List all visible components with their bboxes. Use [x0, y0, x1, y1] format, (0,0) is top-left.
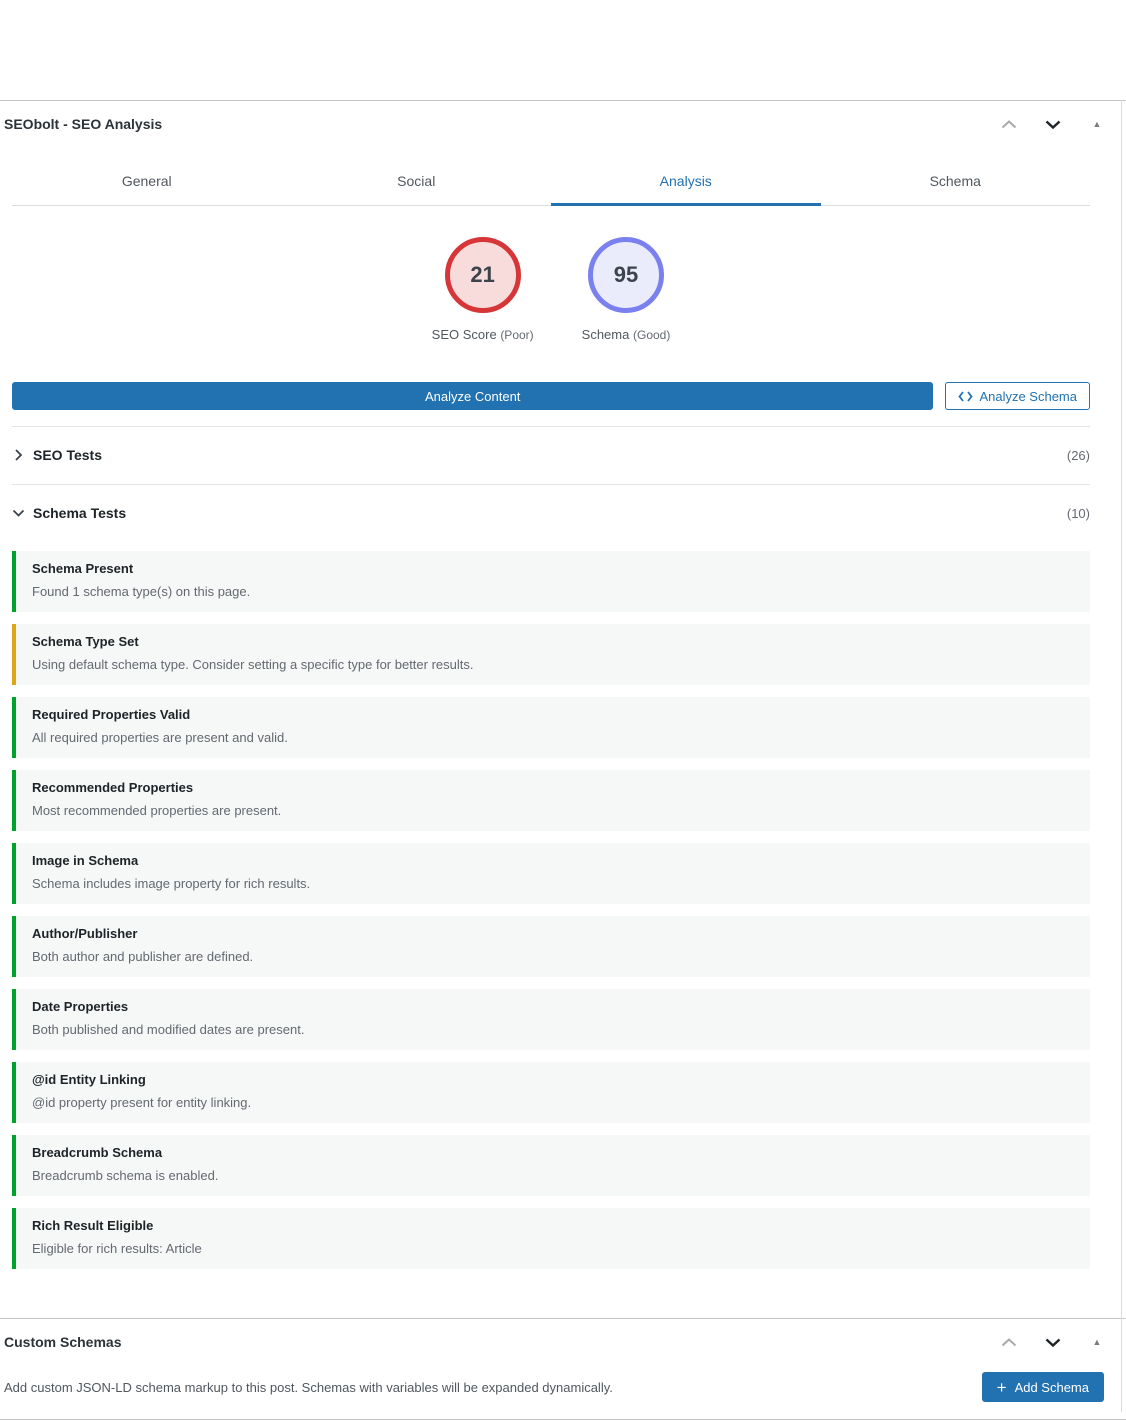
move-down-icon[interactable] — [1038, 114, 1068, 134]
test-description: Both published and modified dates are pr… — [32, 1022, 305, 1037]
move-up-icon[interactable] — [994, 114, 1024, 134]
test-title: Breadcrumb Schema — [32, 1145, 163, 1160]
toggle-panel-icon[interactable]: ▲ — [1082, 114, 1112, 134]
test-result-item: Image in Schema Schema includes image pr… — [12, 843, 1090, 904]
test-result-item: Author/Publisher Both author and publish… — [12, 916, 1090, 977]
score-rating: (Good) — [632, 328, 671, 342]
chevron-down-icon — [12, 509, 25, 517]
custom-schemas-header: Custom Schemas ▲ — [0, 1319, 1126, 1363]
custom-schemas-body: Add custom JSON-LD schema markup to this… — [4, 1372, 1104, 1419]
tab-social[interactable]: Social — [397, 173, 436, 189]
test-title: Date Properties — [32, 999, 129, 1014]
test-description: Most recommended properties are present. — [32, 803, 282, 818]
test-result-item: Breadcrumb Schema Breadcrumb schema is e… — [12, 1135, 1090, 1196]
test-result-item: Recommended Properties Most recommended … — [12, 770, 1090, 831]
test-title: Author/Publisher — [32, 926, 138, 941]
plus-icon: + — [996, 1377, 1007, 1397]
section-count: (26) — [1066, 447, 1090, 463]
test-title: @id Entity Linking — [32, 1072, 146, 1087]
test-result-item: Date Properties Both published and modif… — [12, 989, 1090, 1050]
test-title: Rich Result Eligible — [32, 1218, 154, 1233]
test-description: Found 1 schema type(s) on this page. — [32, 584, 251, 599]
custom-schemas-description: Add custom JSON-LD schema markup to this… — [4, 1379, 613, 1395]
move-down-icon[interactable] — [1038, 1332, 1068, 1352]
toggle-panel-icon[interactable]: ▲ — [1082, 1332, 1112, 1352]
seo-metabox-header: SEObolt - SEO Analysis ▲ — [0, 101, 1126, 145]
test-result-item: @id Entity Linking @id property present … — [12, 1062, 1090, 1123]
seo-analysis-metabox: SEObolt - SEO Analysis ▲ General Social An… — [0, 100, 1126, 1318]
score-circle: 21 — [444, 237, 521, 313]
test-title: Image in Schema — [32, 853, 139, 868]
test-result-item: Schema Type Set Using default schema typ… — [12, 624, 1090, 685]
test-title: Schema Type Set — [32, 634, 139, 649]
custom-schemas-metabox: Custom Schemas ▲ Add custom JSON-LD sche… — [0, 1318, 1126, 1419]
seo-tests-section-header[interactable]: SEO Tests (26) — [12, 427, 1090, 484]
top-whitespace — [0, 0, 1126, 100]
section-count: (10) — [1066, 505, 1090, 521]
test-result-item: Rich Result Eligible Eligible for rich r… — [12, 1208, 1090, 1269]
tab-analysis[interactable]: Analysis — [551, 161, 821, 206]
test-title: Schema Present — [32, 561, 134, 576]
analysis-actions: Analyze Content Analyze Schema — [12, 382, 1090, 410]
test-description: @id property present for entity linking. — [32, 1095, 252, 1110]
test-title: Recommended Properties — [32, 780, 194, 795]
test-result-item: Required Properties Valid All required p… — [12, 697, 1090, 758]
analyze-schema-label: Analyze Schema — [979, 388, 1077, 404]
metabox-bottom-padding — [0, 1281, 1126, 1318]
divider — [12, 426, 1090, 427]
analyze-schema-button[interactable]: Analyze Schema — [945, 382, 1090, 410]
toggle-glyph: ▲ — [1092, 118, 1102, 129]
tab-general[interactable]: General — [121, 173, 172, 189]
score: 21 SEO Score (Poor) — [432, 237, 534, 342]
add-schema-label: Add Schema — [1014, 1379, 1089, 1395]
test-description: All required properties are present and … — [32, 730, 288, 745]
score-circles: 21 SEO Score (Poor) 95 Schema (Good) — [12, 237, 1090, 342]
tab-schema[interactable]: Schema — [929, 173, 981, 189]
seo-metabox-title: SEObolt - SEO Analysis — [4, 116, 163, 132]
schema-tests-section-header[interactable]: Schema Tests (10) — [12, 485, 1090, 542]
test-description: Eligible for rich results: Article — [32, 1241, 202, 1256]
custom-schemas-title: Custom Schemas — [4, 1334, 122, 1350]
score: 95 Schema (Good) — [581, 237, 671, 342]
test-description: Breadcrumb schema is enabled. — [32, 1168, 219, 1183]
analyze-content-button[interactable]: Analyze Content — [12, 382, 934, 410]
section-title: SEO Tests — [33, 447, 102, 463]
score-rating: (Poor) — [500, 328, 534, 342]
score-label: Schema (Good) — [581, 327, 671, 342]
score-value: 21 — [470, 262, 495, 287]
custom-schemas-handles: ▲ — [994, 1332, 1112, 1352]
content-right-border — [1121, 100, 1122, 1412]
section-title: Schema Tests — [33, 505, 127, 521]
move-up-icon[interactable] — [994, 1332, 1024, 1352]
score-value: 95 — [613, 262, 639, 287]
toggle-glyph: ▲ — [1092, 1336, 1102, 1347]
score-circle: 95 — [588, 237, 664, 313]
test-description: Both author and publisher are defined. — [32, 949, 254, 964]
divider — [12, 484, 1090, 485]
chevron-right-icon — [12, 449, 25, 461]
test-result-item: Schema Present Found 1 schema type(s) on… — [12, 551, 1090, 612]
schema-test-list: Schema Present Found 1 schema type(s) on… — [12, 551, 1090, 1269]
seo-metabox-handles: ▲ — [994, 114, 1112, 134]
tabs: General Social Analysis Schema — [12, 161, 1090, 206]
test-description: Using default schema type. Consider sett… — [32, 657, 474, 672]
test-title: Required Properties Valid — [32, 707, 191, 722]
analysis-tab-content: 21 SEO Score (Poor) 95 Schema (Good) Ana… — [12, 237, 1090, 1269]
test-description: Schema includes image property for rich … — [32, 876, 311, 891]
code-icon — [958, 390, 974, 403]
score-label: SEO Score (Poor) — [431, 327, 534, 342]
add-schema-button[interactable]: + Add Schema — [981, 1372, 1104, 1402]
